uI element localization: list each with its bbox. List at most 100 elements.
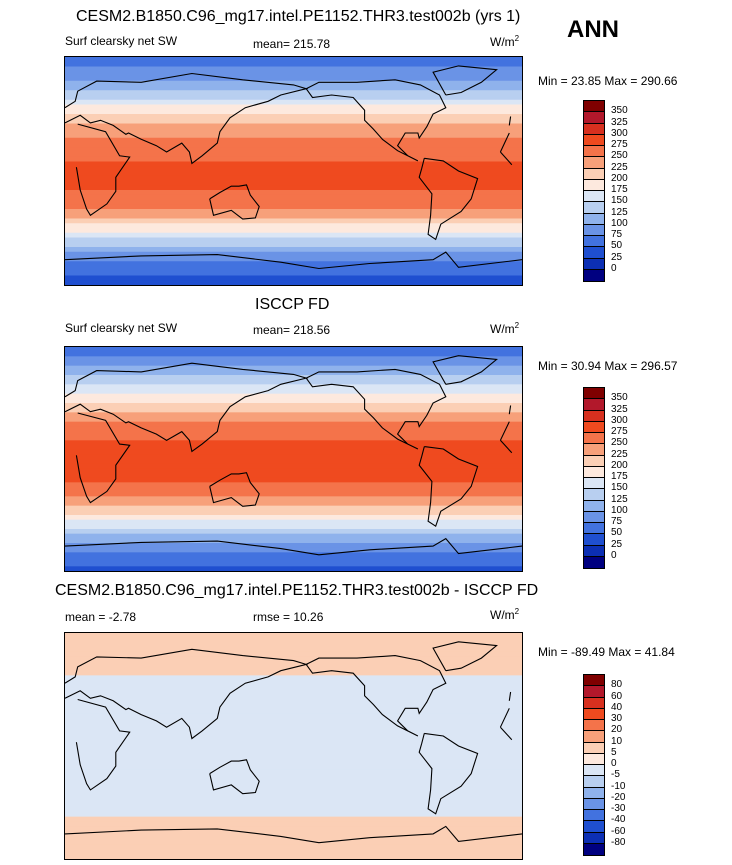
continent-outline (432, 355, 498, 385)
map-latitude-band (65, 223, 522, 229)
map-latitude-band (65, 717, 522, 723)
map-latitude-band (65, 665, 522, 672)
map-latitude-band (65, 755, 522, 761)
map-latitude-band (65, 802, 522, 808)
colorbar-segment (584, 489, 604, 501)
map-latitude-band (65, 417, 522, 423)
map-latitude-band (65, 175, 522, 181)
colorbar-tick-label: 175 (611, 471, 628, 482)
map-latitude-band (65, 840, 522, 846)
colorbar-segment (584, 500, 604, 512)
panel2-units: W/m2 (490, 321, 520, 336)
panel2-colorbar (583, 387, 605, 569)
colorbar-segment (584, 523, 604, 535)
colorbar-segment (584, 731, 604, 743)
panel1-minmax: Min = 23.85 Max = 290.66 (538, 74, 678, 88)
colorbar-segment (584, 157, 604, 169)
map-latitude-band (65, 99, 522, 105)
map-latitude-band (65, 275, 522, 281)
colorbar-tick-label: 175 (611, 184, 628, 195)
continent-outline (418, 732, 479, 815)
colorbar-tick-label: 150 (611, 482, 628, 494)
map-latitude-band (65, 519, 522, 525)
map-latitude-band (65, 142, 522, 148)
colorbar-tick-label: 0 (611, 549, 617, 561)
map-latitude-band (65, 487, 522, 493)
map-latitude-band (65, 807, 522, 813)
continent-outline (209, 184, 260, 220)
panel1-units: W/m2 (490, 34, 520, 49)
map-latitude-band (65, 727, 522, 733)
colorbar-tick-label: 325 (611, 403, 628, 415)
colorbar-segment (584, 191, 604, 203)
colorbar-tick-label: -40 (611, 814, 626, 826)
colorbar-segment (584, 388, 604, 400)
colorbar-segment (584, 179, 604, 191)
map-latitude-band (65, 199, 522, 205)
map-latitude-band (65, 351, 522, 357)
colorbar-tick-label: 250 (611, 150, 628, 162)
map-latitude-band (65, 552, 522, 558)
colorbar-tick-label: 30 (611, 713, 623, 724)
continent-outline (432, 65, 498, 96)
map-latitude-band (65, 830, 522, 836)
continent-outline (65, 537, 522, 556)
colorbar-segment (584, 134, 604, 146)
map-latitude-band (65, 90, 522, 96)
colorbar-tick-label: 50 (611, 527, 623, 539)
panel2-minmax: Min = 30.94 Max = 296.57 (538, 359, 678, 373)
continent-outline (418, 157, 479, 241)
map-latitude-band (65, 435, 522, 441)
map-latitude-band (65, 703, 522, 709)
map-latitude-band (65, 731, 522, 738)
colorbar-segment (584, 787, 604, 799)
colorbar-segment (584, 556, 604, 568)
colorbar-tick-label: 10 (611, 735, 623, 747)
colorbar-segment (584, 410, 604, 422)
map-latitude-band (65, 180, 522, 186)
map-latitude-band (65, 647, 522, 653)
colorbar-segment (584, 843, 604, 855)
colorbar-tick-label: 75 (611, 229, 623, 240)
map-latitude-band (65, 778, 522, 785)
map-latitude-band (65, 844, 522, 851)
map-latitude-band (65, 398, 522, 404)
map-latitude-band (65, 633, 522, 639)
colorbar-segment (584, 444, 604, 456)
colorbar-tick-label: 275 (611, 426, 628, 437)
colorbar-segment (584, 421, 604, 433)
map-latitude-band (65, 251, 522, 257)
map-latitude-band (65, 71, 522, 77)
continent-outline (75, 412, 513, 504)
colorbar-segment (584, 753, 604, 765)
map-latitude-band (65, 147, 522, 153)
map-latitude-band (65, 566, 522, 571)
colorbar-segment (584, 742, 604, 754)
map-latitude-band (65, 61, 522, 67)
map-latitude-band (65, 656, 522, 662)
colorbar-tick-label: 40 (611, 701, 623, 713)
map-latitude-band (65, 365, 522, 371)
colorbar-tick-label: -10 (611, 780, 626, 792)
map-latitude-band (65, 190, 522, 196)
map-latitude-band (65, 161, 522, 167)
map-latitude-band (65, 854, 522, 859)
continent-outline (418, 446, 479, 528)
map-latitude-band (65, 95, 522, 101)
colorbar-segment (584, 511, 604, 523)
map-latitude-band (65, 232, 522, 238)
map-latitude-band (65, 788, 522, 794)
map-latitude-band (65, 760, 522, 766)
colorbar-tick-label: 125 (611, 206, 628, 218)
map-latitude-band (65, 524, 522, 530)
panel3-rmse-label: rmse = 10.26 (253, 610, 324, 624)
colorbar-segment (584, 466, 604, 478)
map-latitude-band (65, 421, 522, 427)
colorbar-tick-label: -30 (611, 803, 626, 814)
colorbar-segment (584, 708, 604, 720)
map-latitude-band (65, 445, 522, 451)
map-latitude-band (65, 642, 522, 648)
colorbar-tick-label: 20 (611, 724, 623, 736)
colorbar-segment (584, 399, 604, 411)
map-latitude-band (65, 218, 522, 224)
